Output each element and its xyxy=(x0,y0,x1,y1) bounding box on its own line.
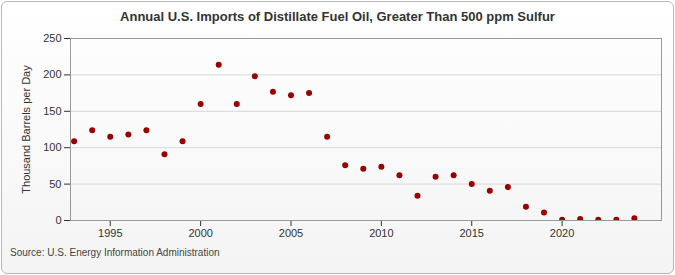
svg-text:200: 200 xyxy=(43,68,61,80)
html-text:Source: U.S. Energy Informatio: Source: U.S. Energy Information Administ… xyxy=(10,247,220,258)
svg-text:1995: 1995 xyxy=(98,227,122,239)
svg-text:2005: 2005 xyxy=(279,227,303,239)
svg-text:Thousand Barrels per Day: Thousand Barrels per Day xyxy=(20,65,32,194)
svg-text:50: 50 xyxy=(49,178,61,190)
svg-text:2000: 2000 xyxy=(188,227,212,239)
svg-text:250: 250 xyxy=(43,32,61,44)
svg-text:2020: 2020 xyxy=(550,227,574,239)
svg-text:2015: 2015 xyxy=(459,227,483,239)
svg-text:150: 150 xyxy=(43,105,61,117)
html-text:Annual U.S. Imports of Distill: Annual U.S. Imports of Distillate Fuel O… xyxy=(120,9,555,24)
svg-text:2010: 2010 xyxy=(369,227,393,239)
svg-text:0: 0 xyxy=(55,214,61,226)
svg-text:100: 100 xyxy=(43,141,61,153)
